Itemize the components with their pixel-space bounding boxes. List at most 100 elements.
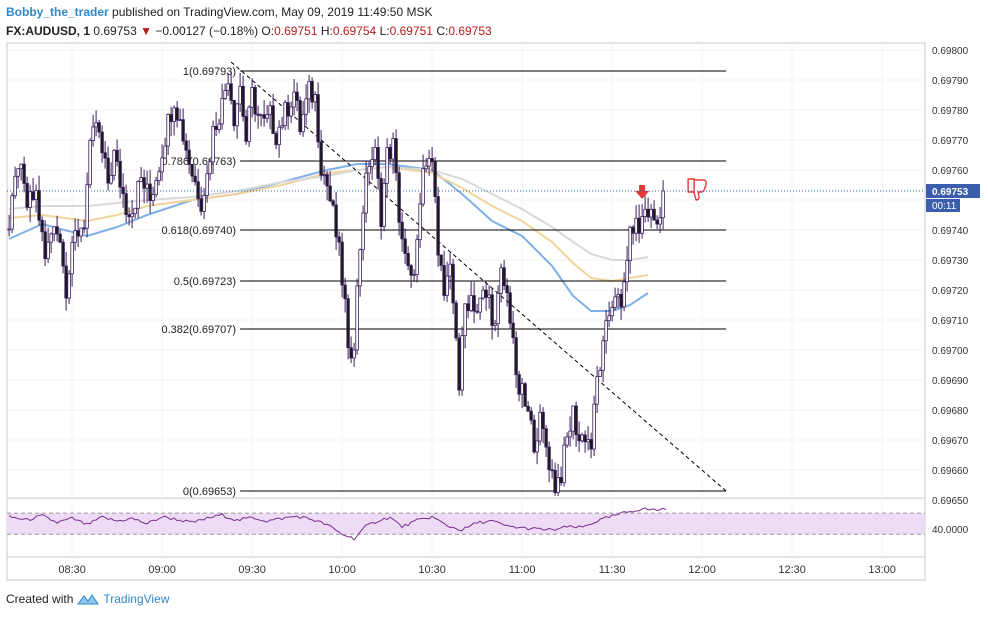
candle-up (283, 102, 287, 127)
time-axis[interactable]: 08:30 09:00 09:30 10:00 10:30 11:00 11:30 12:00… (58, 564, 896, 576)
candle-up (157, 171, 161, 181)
candle-down (82, 227, 86, 230)
candle-down (508, 292, 512, 324)
candle-up (373, 147, 377, 161)
candle-down (619, 294, 623, 308)
candle-down (484, 289, 488, 298)
price-axis[interactable]: 0.69650 0.69660 0.69670 0.69680 0.69690 0.697… (7, 46, 980, 507)
candle-up (88, 140, 92, 186)
candle-down (31, 191, 35, 200)
candle-down (64, 265, 68, 299)
trendline[interactable] (230, 61, 727, 492)
candle-up (538, 411, 542, 442)
candle-up (412, 274, 416, 276)
candle-up (208, 161, 212, 175)
candle-up (469, 295, 473, 312)
candle-down (337, 236, 341, 243)
candle-up (280, 125, 284, 128)
candle-up (616, 294, 620, 298)
candle-down (256, 113, 260, 116)
candle-up (46, 241, 50, 260)
candle-up (70, 241, 74, 275)
high-label: H: (320, 24, 333, 38)
candle-down (511, 322, 515, 339)
candle-up (364, 172, 368, 214)
countdown-tag (926, 199, 960, 212)
candle-down (331, 200, 335, 206)
candle-down (490, 294, 494, 326)
candle-down (25, 183, 29, 208)
candle-down (454, 302, 458, 339)
fibonacci-retracement[interactable]: 1(0.69793) 0.786(0.69763) 0.618(0.69740) 0.… (161, 66, 727, 498)
candle-down (334, 204, 338, 238)
candle-down (397, 172, 401, 223)
candle-down (349, 347, 353, 359)
down-arrow-icon (635, 185, 650, 199)
footer: Created with TradingView (6, 592, 169, 606)
rsi-line (8, 507, 667, 541)
candle-down (529, 410, 533, 421)
candle-down (436, 196, 440, 256)
close-label: C: (436, 24, 449, 38)
candle-down (121, 186, 125, 195)
candle-down (544, 428, 548, 448)
candle-up (415, 239, 419, 275)
candle-down (505, 285, 509, 294)
author-link[interactable]: Bobby_the_trader (6, 5, 109, 19)
time-tick-label: 09:00 (148, 564, 176, 576)
fib-level-label: 0.5(0.69723) (174, 276, 236, 288)
candle-up (352, 349, 356, 359)
countdown-label: 00:11 (932, 201, 957, 212)
candle-up (109, 174, 113, 184)
candle-down (253, 87, 257, 115)
price-chart[interactable]: 1(0.69793)0.786(0.69763)0.618(0.69740)0.… (0, 0, 988, 590)
candle-up (217, 123, 221, 130)
candle-up (370, 159, 374, 167)
candle-up (130, 213, 134, 218)
candle-up (661, 190, 665, 219)
candle-up (79, 227, 83, 237)
candle-up (493, 323, 497, 326)
candle-up (322, 174, 326, 176)
candle-up (259, 114, 263, 117)
candle-up (361, 212, 365, 251)
candle-down (583, 434, 587, 443)
rsi-pane: 40.0000 (7, 507, 969, 541)
candle-down (196, 181, 200, 200)
candle-up (133, 207, 137, 215)
candle-up (427, 158, 431, 167)
symbol-label[interactable]: FX:AUDUSD, 1 (6, 24, 91, 38)
candle-down (181, 119, 185, 142)
rsi-level-label: 40.0000 (932, 525, 969, 536)
price-tick-label: 0.69800 (932, 46, 969, 57)
candle-up (211, 125, 215, 163)
candle-down (43, 231, 47, 260)
candle-up (496, 292, 500, 325)
candle-up (562, 444, 566, 484)
candle-down (127, 214, 131, 218)
candle-down (475, 310, 479, 313)
brand-link[interactable]: TradingView (103, 592, 170, 606)
candle-up (151, 194, 155, 202)
candle-up (265, 114, 269, 119)
candle-up (238, 85, 242, 105)
candle-down (37, 190, 41, 221)
candle-up (205, 173, 209, 196)
candle-up (634, 217, 638, 234)
candle-down (124, 193, 128, 215)
candle-down (430, 158, 434, 163)
candle-down (328, 185, 332, 202)
candle-down (106, 157, 110, 184)
candle-up (226, 83, 230, 92)
candle-down (652, 208, 656, 221)
candle-down (148, 183, 152, 202)
candle-down (58, 233, 62, 243)
candle-up (556, 477, 560, 494)
candle-up (10, 195, 14, 230)
candle-up (7, 228, 11, 231)
candle-up (91, 126, 95, 141)
price-tick-label: 0.69650 (932, 496, 969, 507)
candle-up (247, 106, 251, 142)
candles (7, 71, 665, 497)
price-tick-label: 0.69720 (932, 286, 969, 297)
